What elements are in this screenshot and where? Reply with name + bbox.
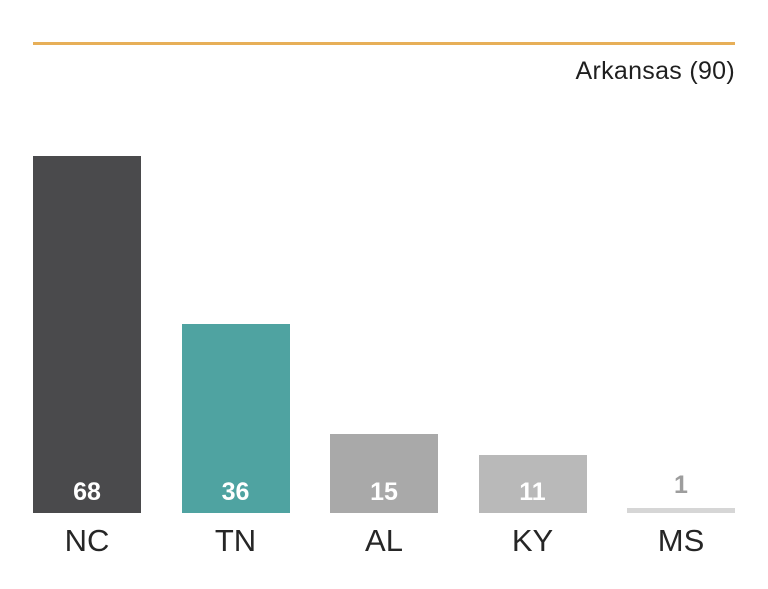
bar-value-al: 15 — [370, 478, 398, 506]
bar-column-ky: 11 KY — [478, 455, 587, 559]
bar-column-tn: 36 TN — [181, 324, 290, 559]
bar-ms: 1 — [627, 472, 735, 513]
x-axis-label-al: AL — [365, 523, 403, 558]
x-axis-label-ms: MS — [657, 523, 705, 558]
bar-value-ms: 1 — [674, 470, 688, 499]
x-axis-label-nc: NC — [64, 523, 110, 558]
bar-tn: 36 — [181, 324, 290, 513]
bar-al: 15 — [330, 434, 438, 513]
x-axis-label-ky: KY — [511, 523, 554, 558]
bar-column-ms: 1 MS — [627, 472, 735, 559]
bars-row: 68 NC 36 TN 15 AL 11 KY 1 MS — [33, 156, 735, 559]
bar-value-tn: 36 — [221, 478, 250, 506]
chart-legend-label: Arkansas (90) — [575, 57, 735, 85]
bar-nc: 68 — [33, 156, 141, 513]
bar-column-nc: 68 NC — [33, 156, 141, 559]
bar-value-ky: 11 — [519, 478, 546, 506]
accent-divider — [33, 42, 735, 45]
x-axis-label-tn: TN — [214, 523, 257, 558]
bar-value-nc: 68 — [73, 478, 101, 506]
bar-ky: 11 — [478, 455, 587, 513]
bar-column-al: 15 AL — [330, 434, 438, 559]
